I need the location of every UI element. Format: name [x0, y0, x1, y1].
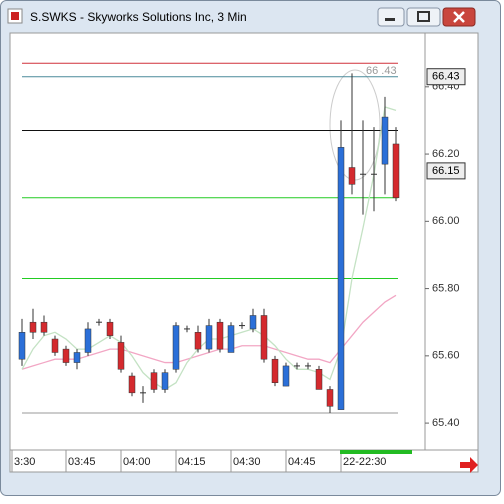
candle-body [271, 358, 279, 383]
price-marker-label: 66.15 [432, 165, 460, 177]
y-tick-label: 65.80 [432, 282, 460, 294]
y-tick-label: 66.00 [432, 215, 460, 227]
candle-body [205, 325, 213, 350]
candle-body [106, 321, 114, 336]
candle-body [326, 389, 334, 407]
price-marker-label: 66.43 [432, 71, 460, 83]
x-tick-label: 04:30 [233, 456, 261, 468]
candle-body [337, 147, 345, 410]
x-tick-label: 22-22:30 [343, 456, 386, 468]
candle-body [348, 167, 356, 185]
price-marker-box [426, 68, 466, 86]
candle-body [62, 348, 70, 363]
maximize-icon [417, 11, 430, 22]
price-axis [424, 32, 479, 451]
candle-body [315, 369, 323, 390]
candle-body [150, 372, 158, 390]
candle-body [40, 321, 48, 333]
y-tick-label: 66.20 [432, 148, 460, 160]
candle-body [249, 315, 257, 330]
candle-body [73, 352, 81, 363]
annotation: 66 .43 [366, 65, 397, 77]
candle-body [282, 365, 290, 387]
session-bar [340, 450, 412, 454]
y-tick-label: 65.40 [432, 417, 460, 429]
minimize-icon [385, 18, 395, 21]
app-icon-inner [11, 12, 19, 20]
x-tick-label: 04:00 [123, 456, 151, 468]
chart: 66.4066.2066.0065.8065.6065.4066.4366.15… [11, 62, 466, 472]
close-icon [453, 11, 465, 23]
candle-body [51, 338, 59, 353]
candle-body [117, 342, 125, 370]
window-title: S.SWKS - Skyworks Solutions Inc, 3 Min [30, 10, 247, 24]
minimize-button[interactable] [377, 7, 405, 27]
candle-body [227, 325, 235, 353]
candle-body [194, 332, 202, 350]
candle-body [172, 325, 180, 370]
candle-body [260, 315, 268, 360]
candle-body [216, 321, 224, 350]
x-tick-label: 3:30 [14, 456, 35, 468]
candle-body [381, 116, 389, 165]
candle-body [84, 328, 92, 353]
moving-average [21, 294, 397, 370]
plot-area [9, 32, 426, 451]
candle-body [161, 372, 169, 390]
scroll-arrow[interactable] [460, 457, 478, 473]
candle-body [392, 143, 400, 199]
maximize-button[interactable] [406, 7, 441, 27]
candle-body [29, 321, 37, 333]
time-axis [9, 449, 479, 473]
x-tick-label: 04:45 [288, 456, 316, 468]
x-tick-label: 04:15 [178, 456, 206, 468]
candle-body [128, 375, 136, 394]
y-tick-label: 65.60 [432, 350, 460, 362]
candle-body [18, 332, 26, 360]
x-tick-label: 03:45 [68, 456, 96, 468]
price-marker-box [426, 162, 466, 180]
